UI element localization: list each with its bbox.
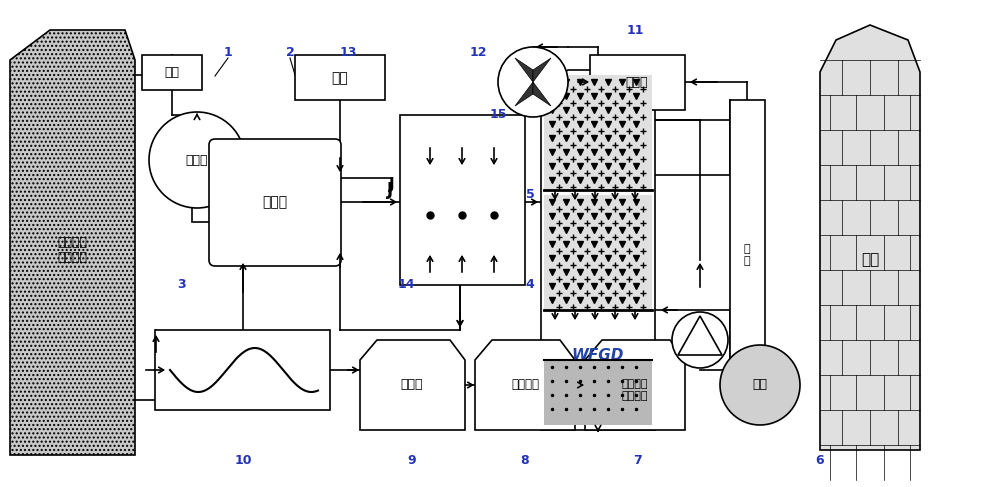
Text: 6: 6 — [816, 453, 824, 467]
Circle shape — [672, 312, 728, 368]
Circle shape — [149, 112, 245, 208]
Text: 11: 11 — [626, 23, 644, 37]
Text: 燃煤锅炉
工业窑炉: 燃煤锅炉 工业窑炉 — [57, 236, 87, 264]
Text: 汞分离塔: 汞分离塔 — [511, 378, 539, 392]
Text: 冷却器: 冷却器 — [262, 195, 288, 209]
Polygon shape — [360, 340, 465, 430]
Text: 风机: 风机 — [753, 378, 768, 392]
Text: 4: 4 — [526, 279, 534, 292]
Polygon shape — [541, 70, 655, 430]
Text: 烟囱: 烟囱 — [861, 252, 879, 267]
Text: 除尘器: 除尘器 — [186, 153, 208, 167]
Circle shape — [498, 47, 568, 117]
Text: J: J — [389, 177, 395, 192]
Text: 15: 15 — [489, 109, 507, 121]
Text: 9: 9 — [408, 453, 416, 467]
Bar — [590, 55, 685, 110]
Text: 2: 2 — [286, 45, 294, 58]
Text: WFGD: WFGD — [572, 348, 624, 362]
Bar — [400, 115, 525, 285]
Polygon shape — [475, 340, 575, 430]
FancyBboxPatch shape — [209, 139, 341, 266]
Polygon shape — [515, 82, 533, 106]
Text: 7: 7 — [634, 453, 642, 467]
Text: 臭氧: 臭氧 — [332, 71, 348, 85]
Text: 5: 5 — [526, 188, 534, 202]
Text: 8: 8 — [521, 453, 529, 467]
Text: 中和塔: 中和塔 — [401, 378, 423, 392]
Text: 催化剂磁
力分离塔: 催化剂磁 力分离塔 — [622, 379, 648, 401]
Bar — [155, 330, 330, 410]
Polygon shape — [544, 75, 652, 190]
Polygon shape — [585, 340, 685, 430]
Text: J: J — [387, 181, 393, 199]
Polygon shape — [544, 360, 652, 425]
Polygon shape — [10, 30, 135, 455]
Polygon shape — [533, 82, 551, 106]
Text: 3: 3 — [178, 279, 186, 292]
Text: 烟道: 烟道 — [164, 67, 180, 79]
Text: 烟
道: 烟 道 — [744, 244, 750, 266]
Polygon shape — [515, 58, 533, 82]
Bar — [142, 55, 202, 90]
Bar — [295, 55, 385, 100]
Text: 10: 10 — [234, 453, 252, 467]
Polygon shape — [820, 25, 920, 450]
Bar — [730, 100, 765, 410]
Text: 14: 14 — [397, 279, 415, 292]
Bar — [192, 177, 220, 222]
Text: 13: 13 — [339, 45, 357, 58]
Circle shape — [720, 345, 800, 425]
Text: 1: 1 — [224, 45, 232, 58]
Polygon shape — [533, 58, 551, 82]
Polygon shape — [544, 195, 652, 310]
Text: 补充塔: 补充塔 — [626, 75, 648, 89]
Text: 12: 12 — [469, 45, 487, 58]
